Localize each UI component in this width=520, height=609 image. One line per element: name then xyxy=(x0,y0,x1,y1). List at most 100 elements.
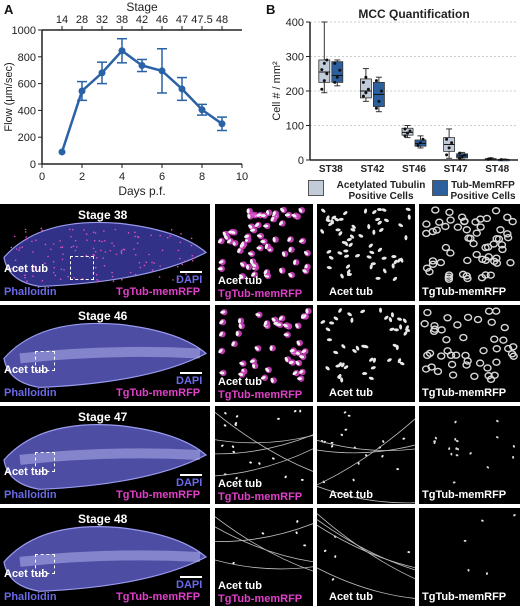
memrfp-cell xyxy=(425,268,434,276)
nerve-fiber xyxy=(317,439,415,451)
mcc-dot xyxy=(74,239,77,242)
cilia-tuft xyxy=(297,377,303,381)
mcc-dot xyxy=(100,249,102,252)
tgtub-label: TgTub-memRFP xyxy=(218,389,303,401)
box-point xyxy=(458,156,462,160)
cilia-tuft xyxy=(238,323,242,329)
legend-tub-memrfp-line2: Positive Cells xyxy=(450,191,516,202)
cilia-tuft xyxy=(326,266,332,270)
mcc-dot xyxy=(134,273,137,276)
box-point xyxy=(447,146,451,150)
cilia-tuft xyxy=(295,323,299,329)
mcc-dot xyxy=(151,269,154,271)
cilia-tuft xyxy=(352,478,355,482)
micrograph-svg xyxy=(3,322,208,389)
cilia-tuft xyxy=(353,446,357,450)
mcc-dot xyxy=(129,271,132,274)
memrfp-cell xyxy=(432,226,441,234)
box-point xyxy=(361,94,365,98)
box-point xyxy=(325,72,329,76)
nerve-fiber xyxy=(317,513,415,580)
mcc-dot xyxy=(61,246,64,248)
mcc-dot xyxy=(86,239,88,241)
mcc-dot xyxy=(14,259,17,262)
cilia-tuft xyxy=(350,228,356,232)
cilia-tuft xyxy=(340,433,344,437)
memrfp-cell xyxy=(446,351,456,360)
cilia-tuft xyxy=(326,338,333,342)
phalloidin-label: Phalloidin xyxy=(4,591,57,603)
memrfp-cell xyxy=(503,230,512,238)
y-tick-label: 200 xyxy=(18,132,36,144)
cilia-tuft xyxy=(249,359,255,363)
micrograph-svg xyxy=(218,307,312,384)
micrograph-svg xyxy=(463,514,516,575)
mcc-dot xyxy=(120,250,123,253)
mcc-dot xyxy=(101,240,103,243)
memrfp-cell xyxy=(435,218,444,226)
cilia-tuft xyxy=(299,409,302,413)
cilia-tuft xyxy=(329,321,335,325)
micrograph-svg xyxy=(217,206,311,280)
cilia-tuft xyxy=(343,211,348,216)
legend-acetylated-label: Acetylated Tubulin Positive Cells xyxy=(326,180,436,202)
cilia-tuft xyxy=(372,210,377,215)
tail-muscle-band xyxy=(19,448,201,465)
cilia-tuft xyxy=(272,237,276,243)
mcc-dot xyxy=(121,249,123,251)
mcc-chart-marks: MCC Quantification 0 100 200 300 400 Cell # / … xyxy=(271,7,518,175)
micrograph-svg xyxy=(320,207,411,282)
acet-tub-label: Acet tub xyxy=(218,580,262,592)
mcc-dot xyxy=(138,261,141,264)
memrfp-cell xyxy=(461,351,470,360)
cilia-tuft xyxy=(344,241,349,247)
mcc-dot xyxy=(24,276,26,279)
memrfp-cell xyxy=(489,240,498,248)
mcc-dot xyxy=(181,263,184,266)
mcc-dot xyxy=(47,255,49,258)
cilia-tuft xyxy=(463,539,467,542)
cilia-tuft xyxy=(330,441,334,444)
memrfp-cell xyxy=(475,359,485,367)
mcc-dot xyxy=(70,246,73,249)
cilia-tuft xyxy=(238,372,244,377)
tgtub-label: TgTub-memRFP xyxy=(422,387,507,399)
cilia-tuft xyxy=(230,230,236,235)
box-point xyxy=(499,158,503,162)
cilia-tuft xyxy=(293,410,297,413)
cilia-tuft xyxy=(248,224,253,229)
x-tick-label: 10 xyxy=(236,171,248,183)
mcc-dot xyxy=(111,275,114,278)
memrfp-cell xyxy=(428,260,438,269)
cilia-tuft xyxy=(303,544,307,547)
mcc-dot xyxy=(184,260,186,263)
mcc-dot xyxy=(159,234,162,237)
memrfp-cell xyxy=(451,351,461,359)
cilia-tuft xyxy=(469,452,472,455)
cilia-tuft xyxy=(305,308,309,314)
mcc-dot xyxy=(85,233,88,235)
mcc-dot xyxy=(123,248,125,251)
acet-tub-zoom-image: Acet tub xyxy=(317,204,415,301)
mcc-dot xyxy=(97,280,100,282)
top-tick-label: 42 xyxy=(136,14,148,26)
mcc-dot xyxy=(72,245,75,247)
mcc-dot xyxy=(42,230,45,232)
mcc-dot xyxy=(13,235,16,238)
merged-zoom-image: Acet tub TgTub-memRFP xyxy=(215,305,313,402)
scale-bar xyxy=(180,372,202,374)
cilia-tuft xyxy=(367,224,371,230)
mcc-dot xyxy=(114,228,117,231)
y-tick-label: 300 xyxy=(286,52,304,64)
cilia-tuft xyxy=(381,208,387,212)
cilia-tuft xyxy=(397,358,402,364)
cilia-tuft xyxy=(402,437,406,440)
y-tick-label: 800 xyxy=(18,52,36,64)
tgtub-zoom-image: TgTub-memRFP xyxy=(419,305,520,402)
cilia-tuft xyxy=(235,415,239,418)
cilia-tuft xyxy=(467,568,470,572)
dapi-label: DAPI xyxy=(176,375,203,387)
cilia-tuft xyxy=(325,327,331,332)
mcc-dot xyxy=(190,244,193,247)
category-label: ST38 xyxy=(319,164,343,175)
